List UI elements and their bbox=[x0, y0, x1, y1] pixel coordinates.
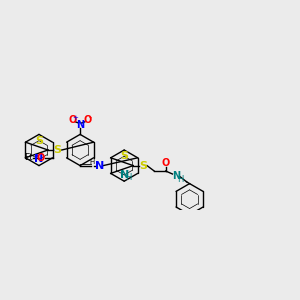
Text: S: S bbox=[120, 152, 128, 161]
Text: N: N bbox=[76, 120, 84, 130]
Text: Et: Et bbox=[24, 153, 32, 162]
Text: N: N bbox=[120, 170, 129, 180]
Text: N: N bbox=[172, 171, 180, 182]
Text: O: O bbox=[83, 115, 92, 125]
Text: H: H bbox=[125, 173, 132, 182]
Text: H: H bbox=[90, 159, 95, 165]
Text: S: S bbox=[139, 160, 147, 171]
Text: H: H bbox=[177, 175, 183, 184]
Text: O: O bbox=[69, 115, 77, 125]
Text: N: N bbox=[95, 160, 104, 171]
Text: O: O bbox=[37, 153, 45, 163]
Text: -: - bbox=[89, 113, 92, 122]
Text: O: O bbox=[161, 158, 170, 168]
Text: S: S bbox=[54, 145, 61, 155]
Text: +: + bbox=[73, 115, 79, 121]
Text: S: S bbox=[35, 136, 43, 146]
Text: N: N bbox=[34, 154, 43, 164]
